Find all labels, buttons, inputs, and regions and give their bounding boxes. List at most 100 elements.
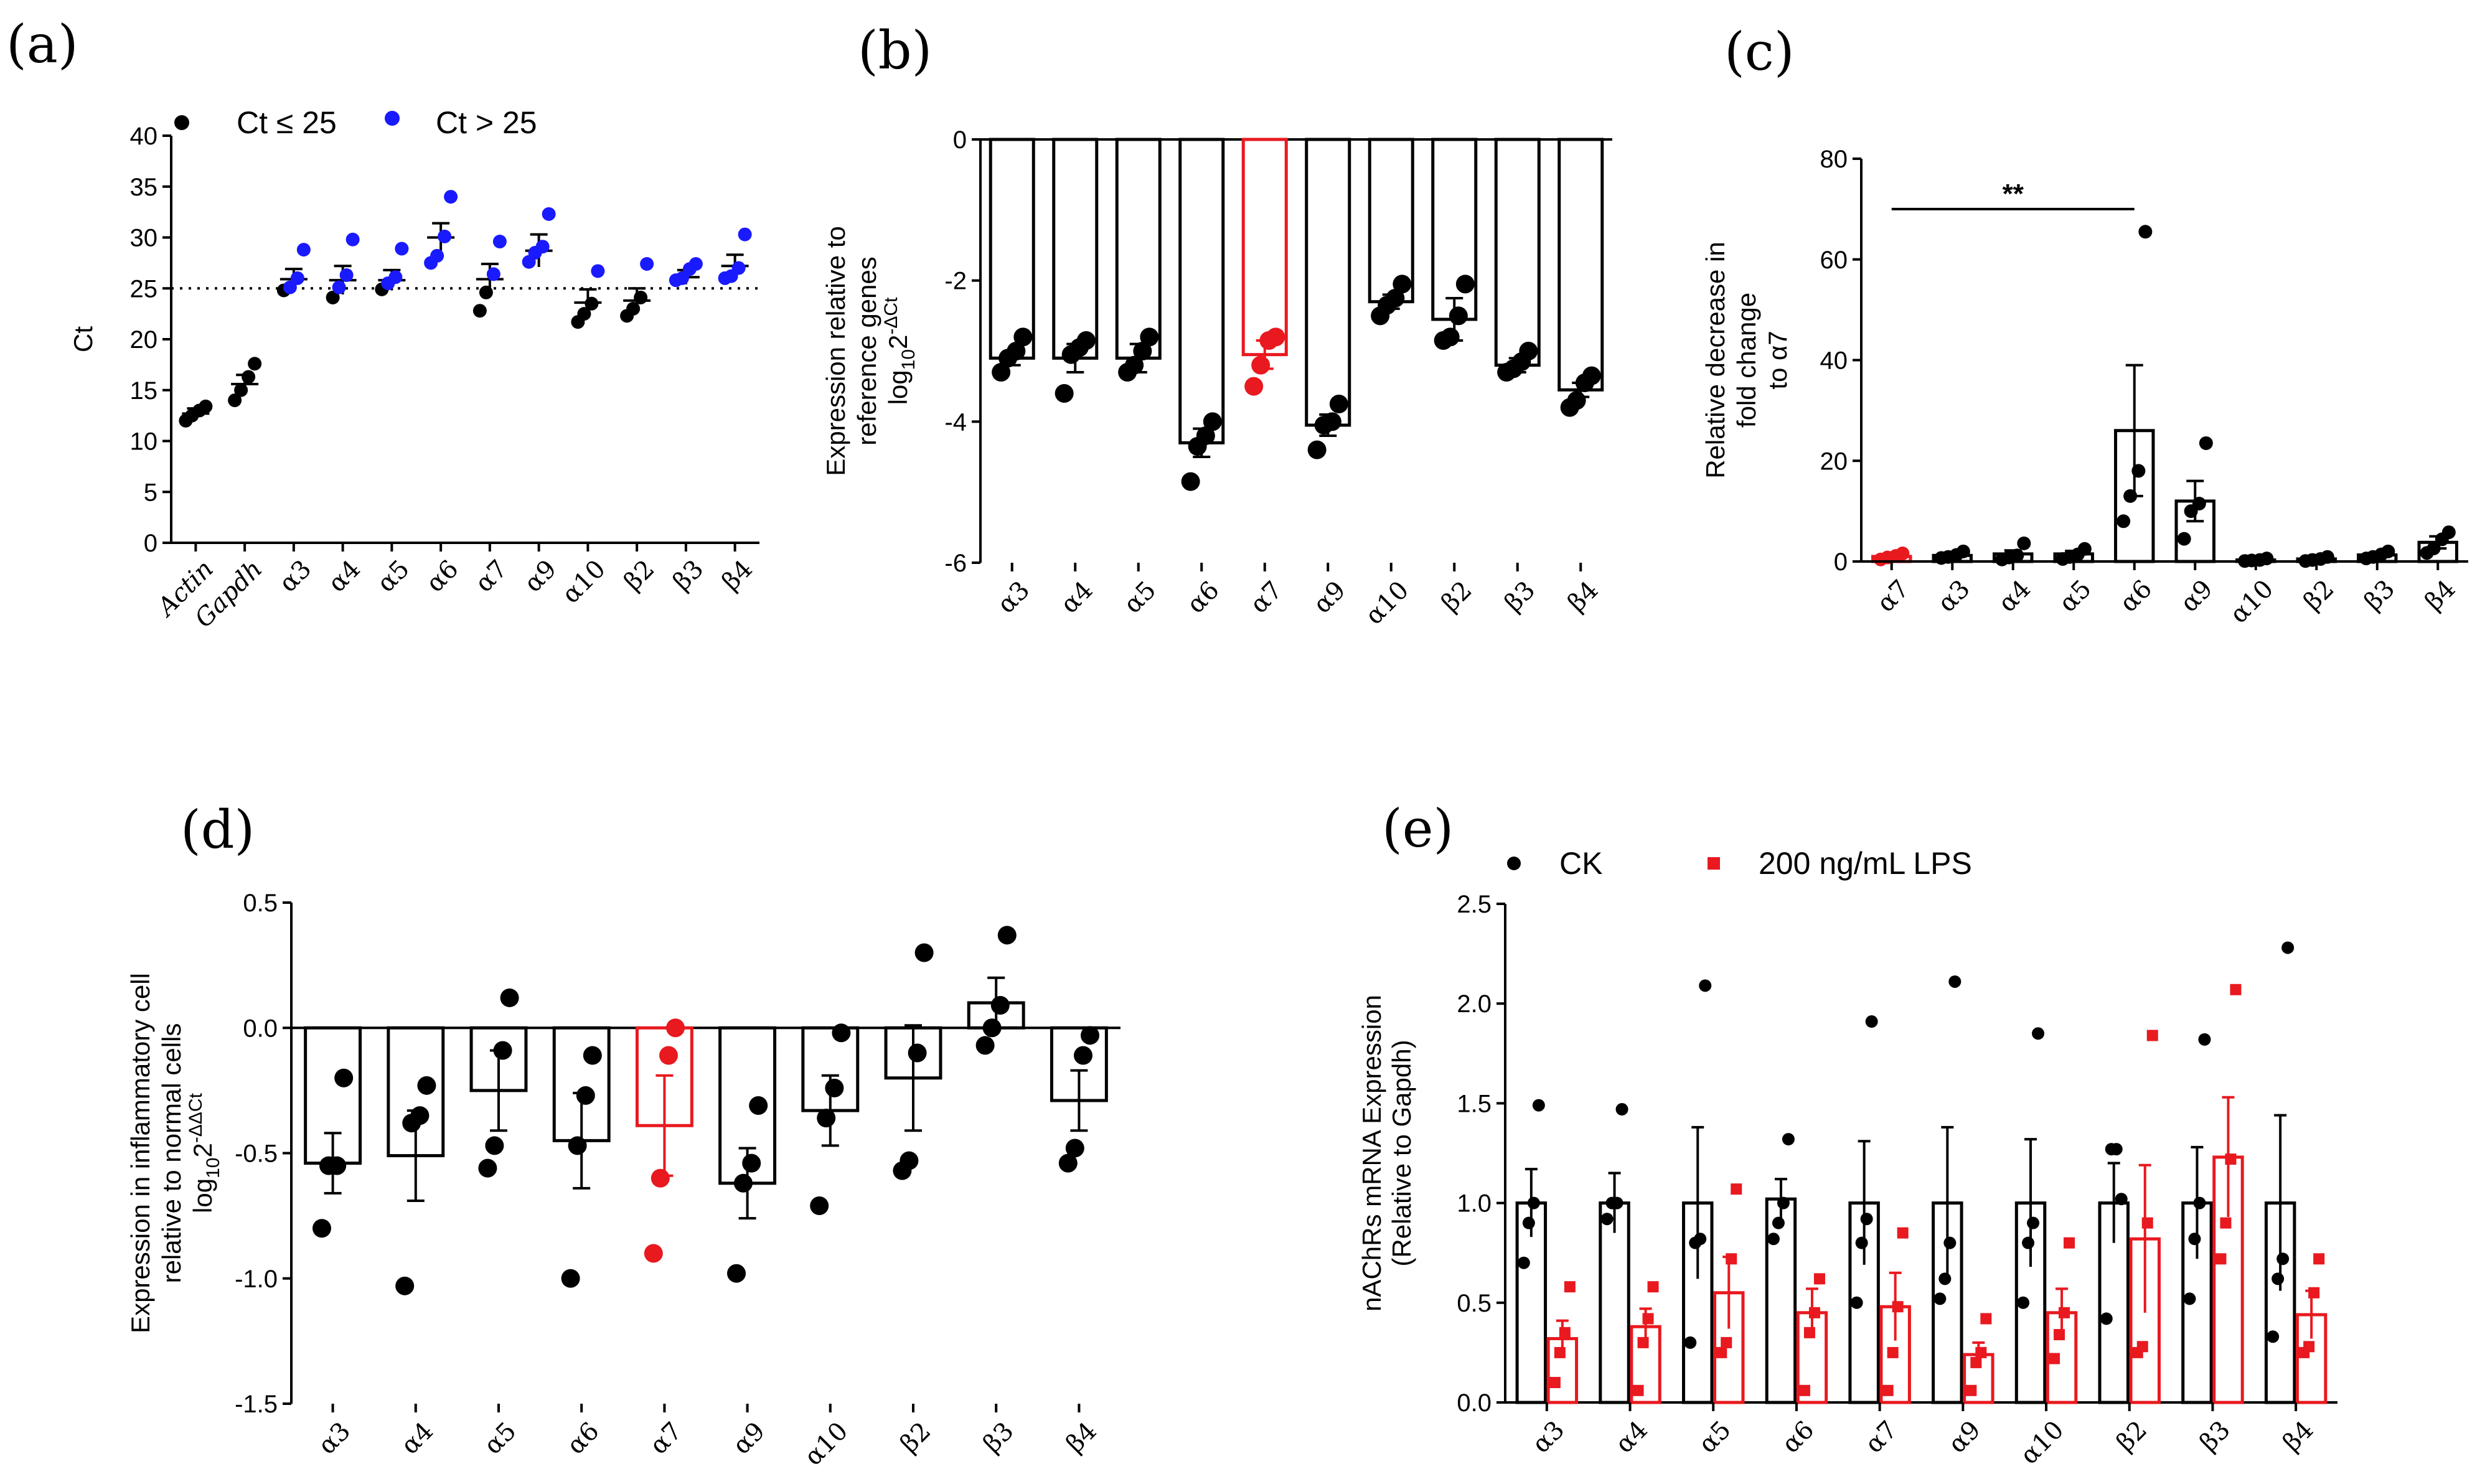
data-point bbox=[825, 1078, 844, 1097]
data-point-square bbox=[2054, 1329, 2065, 1341]
data-point-square bbox=[1813, 1273, 1825, 1285]
data-point bbox=[1938, 1272, 1952, 1285]
data-point bbox=[1943, 1236, 1957, 1249]
data-point-square bbox=[1892, 1301, 1904, 1313]
data-point-square bbox=[2059, 1307, 2070, 1318]
data-point bbox=[742, 1153, 761, 1173]
x-tick-label: α7 bbox=[470, 555, 514, 598]
panel-label: (e) bbox=[1382, 798, 1454, 859]
data-point bbox=[990, 996, 1010, 1015]
data-point bbox=[345, 232, 360, 247]
data-point bbox=[1074, 1046, 1092, 1065]
data-point bbox=[199, 399, 213, 413]
y-axis-title: reference genes bbox=[852, 256, 881, 446]
x-tick-label: α5 bbox=[1119, 576, 1162, 619]
data-point-square bbox=[1980, 1313, 1992, 1325]
data-point-square bbox=[2230, 984, 2242, 995]
x-tick-label: β4 bbox=[716, 555, 758, 596]
data-point bbox=[561, 1269, 580, 1288]
data-point bbox=[388, 270, 403, 284]
data-point bbox=[2427, 541, 2441, 555]
data-point bbox=[659, 1046, 678, 1065]
data-point bbox=[908, 1043, 927, 1063]
data-point bbox=[1782, 1133, 1795, 1146]
data-point bbox=[1181, 472, 1200, 491]
data-point bbox=[1933, 1292, 1947, 1305]
panel-label: (b) bbox=[858, 20, 932, 81]
y-tick-label: 35 bbox=[130, 174, 158, 201]
x-tick-label: α4 bbox=[1993, 575, 2037, 618]
x-tick-label: β2 bbox=[619, 555, 660, 596]
data-point-square bbox=[1554, 1346, 1566, 1358]
formula-prefix: log bbox=[188, 1178, 217, 1213]
x-tick-label: α4 bbox=[1055, 576, 1099, 619]
x-tick-label: α4 bbox=[396, 1417, 439, 1460]
data-point bbox=[1266, 327, 1285, 347]
data-point bbox=[982, 1018, 1002, 1038]
x-tick-label: α5 bbox=[372, 555, 415, 598]
data-point-square bbox=[2141, 1217, 2153, 1229]
data-point bbox=[626, 301, 641, 316]
panel-label: (d) bbox=[181, 799, 255, 860]
x-tick-label: β3 bbox=[1499, 576, 1541, 618]
x-tick-label: β2 bbox=[1436, 576, 1478, 618]
data-point bbox=[1065, 1139, 1084, 1158]
bar bbox=[1178, 138, 1225, 444]
y-tick-label: -6 bbox=[944, 550, 967, 577]
data-point bbox=[2198, 1033, 2211, 1046]
x-tick-label: α3 bbox=[274, 555, 317, 598]
data-point bbox=[1567, 391, 1586, 410]
data-point bbox=[500, 988, 519, 1007]
y-tick-label: 20 bbox=[130, 326, 158, 354]
data-point bbox=[1532, 1099, 1545, 1112]
bar bbox=[1305, 138, 1351, 427]
bar bbox=[1494, 138, 1541, 367]
x-tick-label: β3 bbox=[2194, 1416, 2236, 1457]
data-point bbox=[410, 1106, 430, 1125]
data-point-square bbox=[2215, 1253, 2227, 1265]
data-point bbox=[234, 383, 248, 397]
data-point-square bbox=[1647, 1281, 1659, 1293]
data-point bbox=[1322, 412, 1341, 431]
data-point-square bbox=[1975, 1346, 1987, 1358]
formula-sub: 10 bbox=[203, 1158, 223, 1178]
x-tick-label: α9 bbox=[1308, 576, 1351, 619]
data-point bbox=[997, 926, 1017, 945]
data-point bbox=[1896, 547, 1910, 561]
data-point bbox=[290, 271, 304, 285]
bar bbox=[1765, 1197, 1797, 1404]
data-point-square bbox=[2136, 1341, 2148, 1353]
data-point bbox=[1517, 1256, 1530, 1269]
bar bbox=[989, 138, 1035, 360]
data-point bbox=[651, 1168, 670, 1188]
data-point bbox=[1860, 1213, 1873, 1226]
data-point bbox=[1855, 1236, 1868, 1249]
data-point bbox=[2441, 525, 2456, 540]
data-point-square bbox=[2225, 1153, 2237, 1165]
data-point bbox=[1772, 1216, 1785, 1229]
x-tick-label: β2 bbox=[2298, 575, 2340, 616]
x-tick-label: β4 bbox=[1061, 1417, 1102, 1458]
data-point bbox=[1582, 366, 1601, 385]
x-tick-label: α6 bbox=[2115, 575, 2158, 618]
data-point bbox=[817, 1109, 836, 1128]
formula-sup: -ΔCt bbox=[881, 297, 901, 335]
y-axis-title: to α7 bbox=[1763, 331, 1792, 389]
data-point bbox=[479, 285, 493, 299]
data-point bbox=[2267, 1330, 2280, 1343]
data-point bbox=[2260, 552, 2274, 566]
data-point bbox=[1251, 355, 1271, 375]
data-point bbox=[2017, 536, 2031, 550]
panel-d: (d) -1.5 -1.0 -0.5 0.0 0.5 α3 α4 α5 α6 α7 α9 α10 β2 β3… bbox=[126, 799, 1120, 1472]
data-point bbox=[1133, 342, 1152, 360]
data-point-square bbox=[2064, 1237, 2075, 1249]
data-point bbox=[1600, 1213, 1614, 1226]
data-point bbox=[1307, 440, 1327, 459]
y-tick-label: 20 bbox=[1820, 448, 1848, 475]
data-point bbox=[2381, 544, 2395, 558]
data-point bbox=[1076, 331, 1096, 350]
x-tick-label: β3 bbox=[2359, 575, 2400, 616]
y-tick-label: -1.0 bbox=[235, 1266, 278, 1293]
data-point bbox=[2100, 1312, 2113, 1325]
data-point bbox=[2199, 436, 2213, 450]
